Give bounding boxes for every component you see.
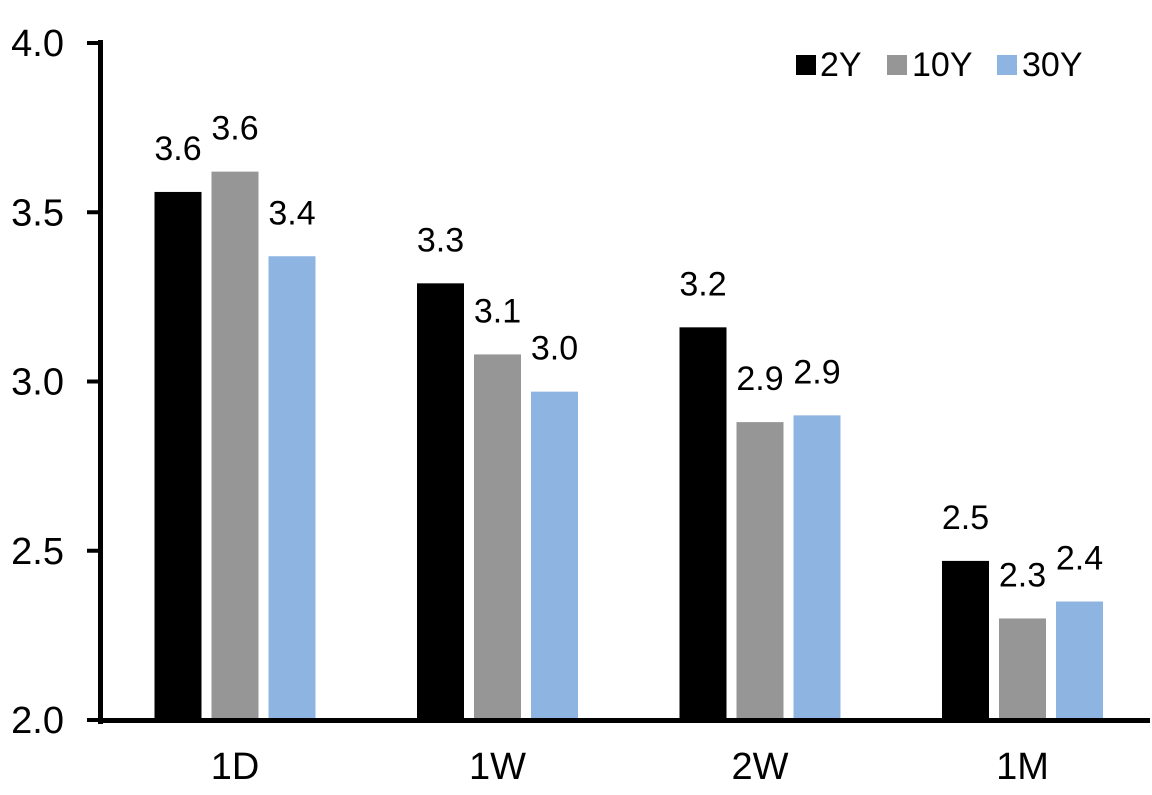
bar-2y-2w: [679, 327, 727, 720]
bar-value-label-2y-2w: 3.2: [679, 265, 726, 303]
bar-value-label-30y-1d: 3.4: [268, 194, 315, 232]
y-axis-tick-label: 2.0: [11, 700, 64, 742]
legend-swatch-10y: [887, 55, 907, 75]
x-axis-line: [98, 718, 1150, 723]
bar-value-label-2y-1d: 3.6: [154, 130, 201, 168]
bar-30y-2w: [793, 415, 841, 720]
y-axis-tick: [87, 41, 100, 45]
bar-value-label-10y-1w: 3.1: [474, 292, 521, 330]
bar-value-label-10y-1m: 2.3: [999, 556, 1046, 594]
x-axis-category-label-1w: 1W: [469, 746, 526, 788]
y-axis-tick: [87, 379, 100, 384]
bar-30y-1d: [268, 256, 316, 720]
bar-value-label-30y-1m: 2.4: [1056, 540, 1103, 578]
bar-2y-1w: [417, 283, 464, 720]
legend-label-2y: 2Y: [820, 46, 862, 84]
y-axis-tick-label: 3.5: [11, 192, 64, 234]
bar-value-label-10y-1d: 3.6: [211, 110, 258, 148]
bar-30y-1m: [1056, 601, 1103, 720]
bar-10y-1w: [474, 354, 521, 720]
bar-value-label-2y-1w: 3.3: [417, 221, 464, 259]
x-axis-category-label-2w: 2W: [732, 746, 789, 788]
y-axis-tick-label: 4.0: [11, 23, 64, 65]
bar-value-label-10y-2w: 2.9: [736, 360, 783, 398]
bar-2y-1m: [942, 560, 989, 720]
bar-2y-1d: [154, 191, 202, 720]
bar-value-label-30y-2w: 2.9: [793, 353, 840, 391]
legend-label-30y: 30Y: [1022, 46, 1083, 84]
bar-30y-1w: [531, 391, 578, 720]
y-axis-tick: [87, 210, 100, 215]
bar-value-label-30y-1w: 3.0: [531, 330, 578, 368]
legend-swatch-2y: [796, 55, 816, 75]
legend-swatch-30y: [997, 55, 1017, 75]
y-axis-tick: [87, 548, 100, 553]
legend-label-10y: 10Y: [912, 46, 973, 84]
y-axis-line: [98, 40, 103, 724]
x-axis-category-label-1d: 1D: [211, 746, 260, 788]
y-axis-tick-label: 2.5: [11, 531, 64, 573]
y-axis-tick-label: 3.0: [11, 362, 64, 404]
y-axis-tick: [87, 718, 100, 722]
x-axis-category-label-1m: 1M: [996, 746, 1049, 788]
bar-10y-1m: [999, 618, 1046, 720]
bar-value-label-2y-1m: 2.5: [942, 499, 989, 537]
bar-10y-2w: [736, 422, 784, 720]
bar-10y-1d: [211, 171, 259, 720]
